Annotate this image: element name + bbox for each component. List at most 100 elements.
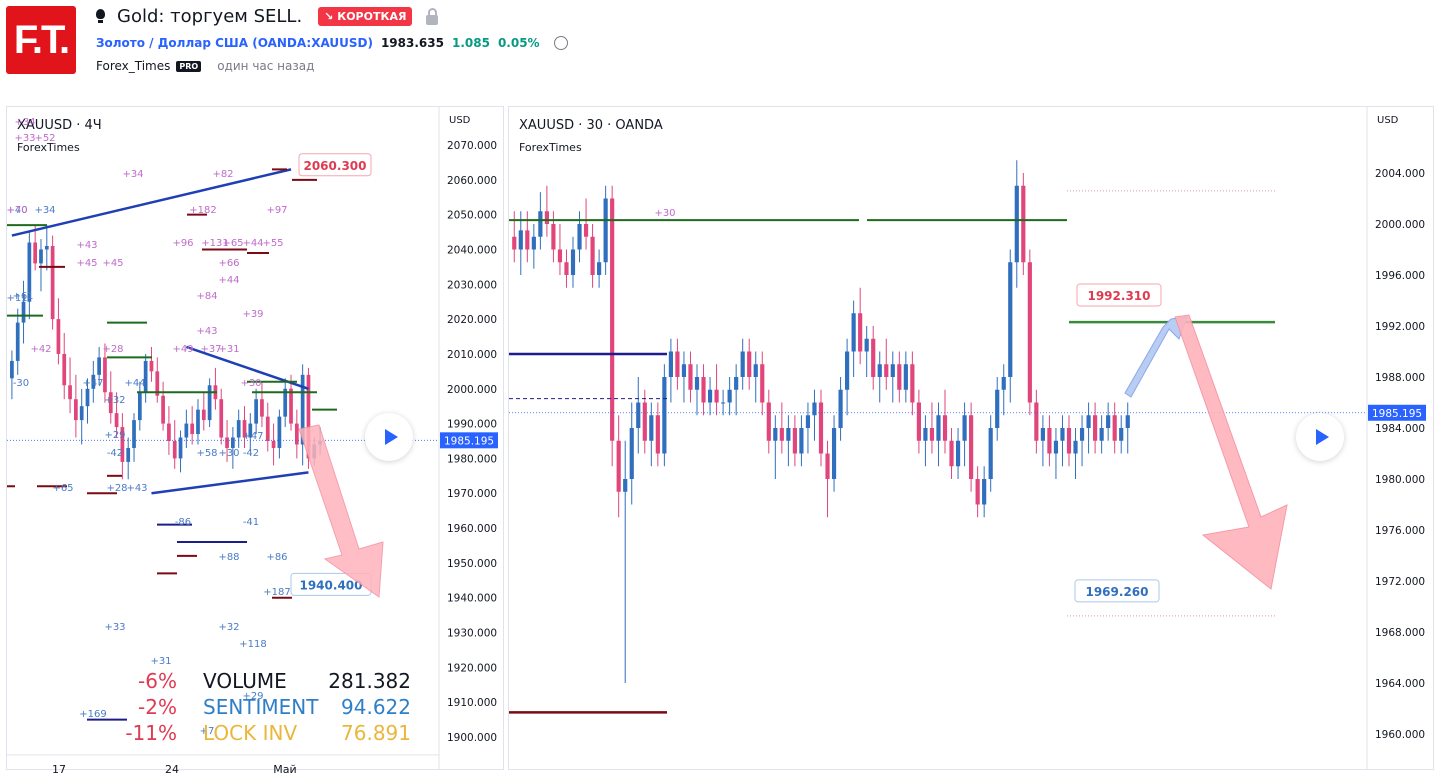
idea-title-row: Gold: торгуем SELL. ↘ КОРОТКАЯ (96, 6, 439, 27)
chart-subtitle: ForexTimes (17, 141, 80, 154)
candle-body (39, 249, 43, 264)
candle-body (636, 402, 641, 428)
chart-subtitle: ForexTimes (519, 141, 582, 154)
symbol-change-pct: 0.05% (497, 36, 540, 50)
candle-body (172, 441, 177, 459)
signal-marker: +42 (30, 344, 51, 355)
candle-body (988, 428, 993, 479)
candle-body (851, 313, 856, 352)
candle-body (44, 245, 49, 250)
candle-body (681, 364, 687, 377)
target-label-high: 2060.300 (303, 159, 366, 173)
candle-body (597, 262, 602, 275)
candle-body (845, 351, 850, 390)
signal-marker: +169 (79, 709, 106, 720)
candle-body (271, 441, 276, 448)
signal-marker: +61 (12, 291, 33, 302)
y-tick-label: 1972.000 (1375, 576, 1425, 588)
candle-body (97, 357, 101, 375)
candle-body (766, 402, 771, 441)
candle-body (753, 364, 758, 377)
y-tick-label: 1980.000 (1375, 474, 1425, 486)
pro-badge: PRO (176, 60, 202, 72)
candle-body (570, 249, 576, 275)
y-tick-label: 2000.000 (447, 384, 497, 396)
y-tick-label: 1900.000 (447, 732, 497, 744)
play-button-30m[interactable] (1296, 413, 1344, 461)
candle-body (143, 360, 148, 393)
candle-body (877, 364, 882, 377)
candle-body (642, 402, 647, 441)
x-tick-label: 24 (165, 763, 179, 774)
signal-marker: -86 (175, 517, 191, 528)
signal-marker: +39 (242, 309, 263, 320)
candle-body (225, 437, 229, 448)
candle-body (884, 364, 889, 377)
symbol-price: 1983.635 (380, 36, 444, 50)
candle-body (649, 415, 654, 441)
candle-body (1125, 415, 1130, 428)
idea-title: Gold: торгуем SELL. (117, 6, 303, 27)
stat-name: SENTIMENT (203, 695, 319, 719)
y-tick-label: 1990.000 (447, 419, 497, 431)
stat-value: 76.891 (341, 721, 411, 745)
candle-body (831, 428, 837, 479)
candle-body (201, 409, 206, 421)
candle-body (1027, 262, 1032, 403)
target-label-low-box (1074, 579, 1160, 603)
candle-body (294, 423, 299, 445)
candle-body (120, 427, 125, 462)
candle-body (91, 374, 96, 389)
play-button-4h[interactable] (365, 413, 413, 461)
candle-body (564, 262, 569, 275)
candle-body (818, 402, 824, 454)
forextimes-logo[interactable]: F.T. (6, 6, 76, 74)
candle-body (1119, 428, 1124, 441)
stat-name: LOCK INV (203, 721, 297, 745)
y-tick-label: 2030.000 (447, 279, 497, 291)
signal-marker: -42 (243, 448, 259, 459)
candle-body (929, 428, 935, 441)
signal-marker: +44 (124, 378, 145, 389)
signal-marker: +82 (212, 169, 233, 180)
lock-icon (426, 7, 439, 25)
last-price-tag: 1985.195 (1372, 408, 1422, 420)
symbol-name-link[interactable]: Золото / Доллар США (OANDA:XAUUSD) (96, 36, 373, 50)
signal-marker: +66 (218, 258, 239, 269)
y-tick-label: 1964.000 (1375, 678, 1425, 690)
candle-body (1073, 440, 1078, 454)
candle-body (707, 389, 713, 403)
signal-marker: +32 (104, 395, 125, 406)
candle-body (792, 428, 797, 454)
candle-body (864, 338, 869, 352)
candle-body (1053, 440, 1059, 454)
candle-body (603, 198, 608, 263)
signal-marker: +43 (196, 326, 217, 337)
author-name[interactable]: Forex_Times (96, 59, 171, 73)
signal-marker: +84 (196, 291, 217, 302)
signal-marker: +187 (263, 587, 290, 598)
y-tick-label: 1984.000 (1375, 423, 1425, 435)
candle-body (85, 388, 90, 407)
signal-marker: +182 (189, 205, 216, 216)
signal-marker: +33 (14, 133, 35, 144)
candle-body (155, 371, 160, 396)
signal-marker: +97 (266, 205, 287, 216)
signal-marker: -42 (107, 448, 123, 459)
candle-body (936, 415, 941, 441)
y-tick-label: 2020.000 (447, 314, 497, 326)
candle-body (260, 399, 264, 417)
signal-marker: +88 (218, 552, 239, 563)
sell-arrow (1174, 314, 1288, 590)
signal-marker: +34 (34, 205, 55, 216)
candle-body (518, 230, 523, 250)
alarm-clock-icon[interactable] (553, 36, 568, 50)
candle-body (207, 385, 212, 421)
candle-body (15, 322, 20, 361)
candle-body (747, 351, 752, 377)
chart-panel-4h[interactable]: XAUUSD · 4Ч ForexTimes USD 2070.000 2060.000… (6, 106, 504, 774)
candle-body (1086, 415, 1091, 428)
chart-panel-30m[interactable]: XAUUSD · 30 · OANDA ForexTimes USD 2004.000… (508, 106, 1434, 770)
candle-body (27, 242, 32, 302)
candle-body (108, 392, 113, 414)
